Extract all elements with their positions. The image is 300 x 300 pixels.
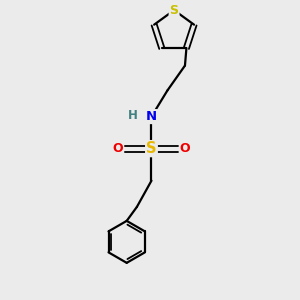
Text: S: S [169, 4, 178, 17]
Text: O: O [180, 142, 190, 155]
Text: O: O [112, 142, 123, 155]
Text: S: S [146, 141, 157, 156]
Text: H: H [128, 109, 137, 122]
Text: N: N [146, 110, 157, 123]
